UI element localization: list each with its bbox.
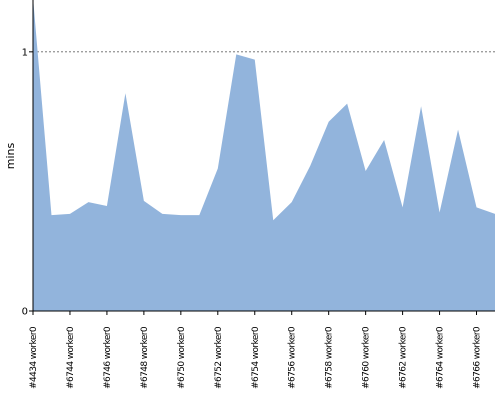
x-tick-labels: #4434 worker0 #6744 worker0 #6746 worker0 #… bbox=[29, 311, 483, 389]
x-tick-label-1: #6744 worker0 bbox=[66, 326, 76, 389]
x-tick-label-2: #6746 worker0 bbox=[103, 326, 113, 389]
x-tick-label-3: #6748 worker0 bbox=[140, 326, 150, 389]
x-tick-label-7: #6756 worker0 bbox=[288, 326, 298, 389]
x-tick-label-5: #6752 worker0 bbox=[214, 326, 224, 389]
x-tick-label-12: #6766 worker0 bbox=[473, 326, 483, 389]
y-tick-label-1: 1 bbox=[22, 47, 28, 58]
y-tick-labels: 01 bbox=[22, 47, 33, 318]
x-tick-label-11: #6764 worker0 bbox=[436, 326, 446, 389]
area-fill bbox=[33, 0, 495, 311]
x-tick-label-8: #6758 worker0 bbox=[325, 326, 335, 389]
x-tick-label-9: #6760 worker0 bbox=[362, 326, 372, 389]
y-axis-label: mins bbox=[4, 142, 17, 169]
x-tick-label-6: #6754 worker0 bbox=[251, 326, 261, 389]
x-tick-label-10: #6762 worker0 bbox=[399, 326, 409, 389]
area-series bbox=[33, 0, 496, 311]
y-tick-label-0: 0 bbox=[22, 307, 28, 318]
x-tick-label-0: #4434 worker0 bbox=[29, 326, 39, 389]
x-tick-label-4: #6750 worker0 bbox=[177, 326, 187, 389]
